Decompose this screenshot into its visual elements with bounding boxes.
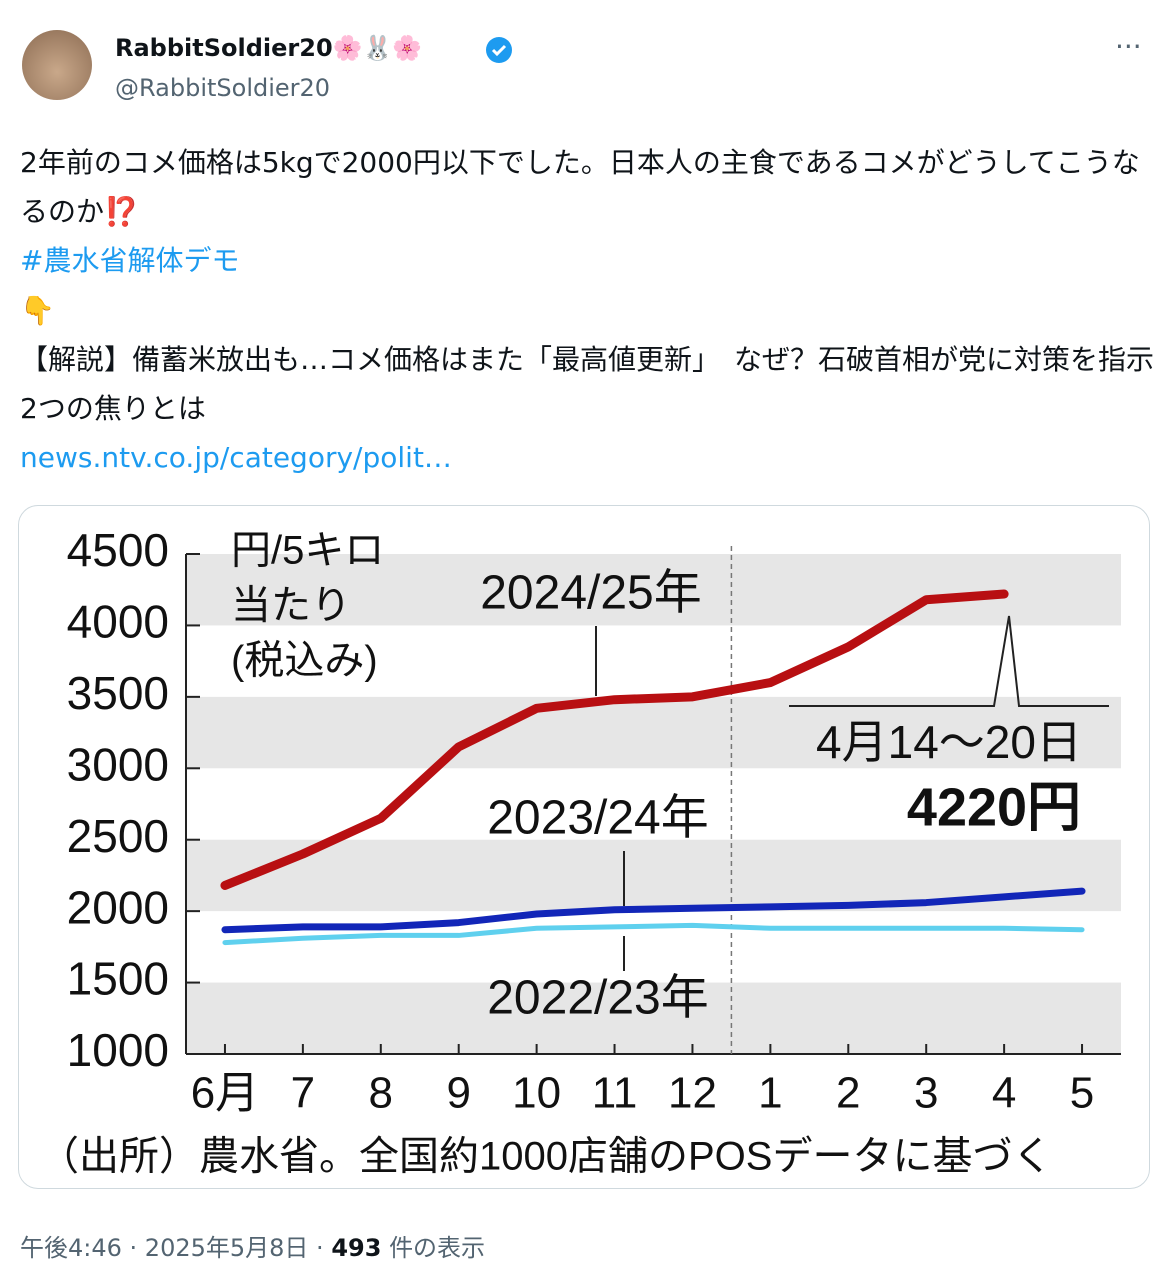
verified-badge	[486, 37, 512, 63]
y-tick-label: 2500	[67, 810, 169, 862]
x-tick-label: 3	[914, 1069, 938, 1118]
tweet-meta: 午後4:46 · 2025年5月8日 · 493 件の表示	[20, 1234, 486, 1262]
avatar[interactable]	[22, 30, 92, 100]
series-line	[221, 887, 1086, 934]
pointer-emoji: 👇	[20, 294, 55, 327]
y-tick-label: 1500	[67, 953, 169, 1005]
x-tick-label: 7	[291, 1069, 315, 1118]
link[interactable]: news.ntv.co.jp/category/polit…	[20, 441, 452, 474]
article-title: 【解説】備蓄米放出も…コメ価格はまた「最高値更新」 なぜ？石破首相が党に対策を指…	[20, 343, 1172, 425]
more-button[interactable]: ···	[1115, 30, 1142, 63]
time[interactable]: 午後4:46	[20, 1234, 122, 1262]
y-axis-title: 円/5キロ	[231, 529, 384, 573]
handle[interactable]: @RabbitSoldier20	[115, 74, 331, 102]
x-tick-label: 5	[1070, 1069, 1094, 1118]
y-tick-label: 3500	[67, 667, 169, 719]
x-tick-label: 2	[836, 1069, 860, 1118]
y-axis-title: (税込み)	[231, 639, 378, 683]
grid-band	[186, 696, 1121, 769]
grid-band	[186, 982, 1121, 1054]
y-tick-label: 4000	[67, 596, 169, 648]
tweet-text: 2年前のコメ価格は5kgで2000円以下でした。日本人の主食であるコメがどうして…	[20, 146, 1140, 228]
y-axis-title: 当たり	[231, 584, 351, 628]
display-name[interactable]: RabbitSoldier20🌸🐰🌸	[115, 34, 423, 62]
series-label: 2022/23年	[487, 972, 709, 1025]
x-tick-label: 6月	[191, 1069, 259, 1118]
series-line	[222, 922, 1085, 946]
series-label: 2024/25年	[480, 567, 702, 620]
x-tick-label: 4	[992, 1069, 1016, 1118]
annotation: 4月14～20日	[816, 716, 1082, 768]
chart: 1000 1500 2000 2500 3000 3500 4000 4500 6月 7 8 9 10 1…	[39, 524, 1121, 1179]
hashtag[interactable]: #農水省解体デモ	[20, 244, 240, 277]
y-tick-label: 1000	[67, 1024, 169, 1076]
views-label: 件の表示	[389, 1234, 486, 1262]
x-tick-label: 11	[592, 1069, 638, 1118]
y-tick-label: 2000	[67, 881, 169, 933]
x-tick-label: 1	[758, 1069, 782, 1118]
x-tick-label: 8	[369, 1069, 393, 1118]
date[interactable]: 2025年5月8日	[144, 1234, 309, 1262]
x-tick-label: 10	[512, 1069, 561, 1118]
series-label: 2023/24年	[487, 792, 709, 845]
y-tick-label: 3000	[67, 738, 169, 790]
chart-card[interactable]: 1000 1500 2000 2500 3000 3500 4000 4500 6月 7 8 9 10 1…	[18, 505, 1150, 1189]
x-tick-label: 9	[446, 1069, 470, 1118]
annotation: 4220円	[907, 777, 1081, 837]
x-tick-label: 12	[668, 1069, 717, 1118]
y-tick-label: 4500	[67, 524, 169, 576]
series-line	[220, 589, 1009, 890]
callout	[789, 615, 1109, 707]
source: （出所）農水省。全国約1000店舗のPOSデータに基づく	[39, 1135, 1052, 1179]
views: 493	[331, 1234, 382, 1262]
grid-band	[186, 554, 1121, 626]
